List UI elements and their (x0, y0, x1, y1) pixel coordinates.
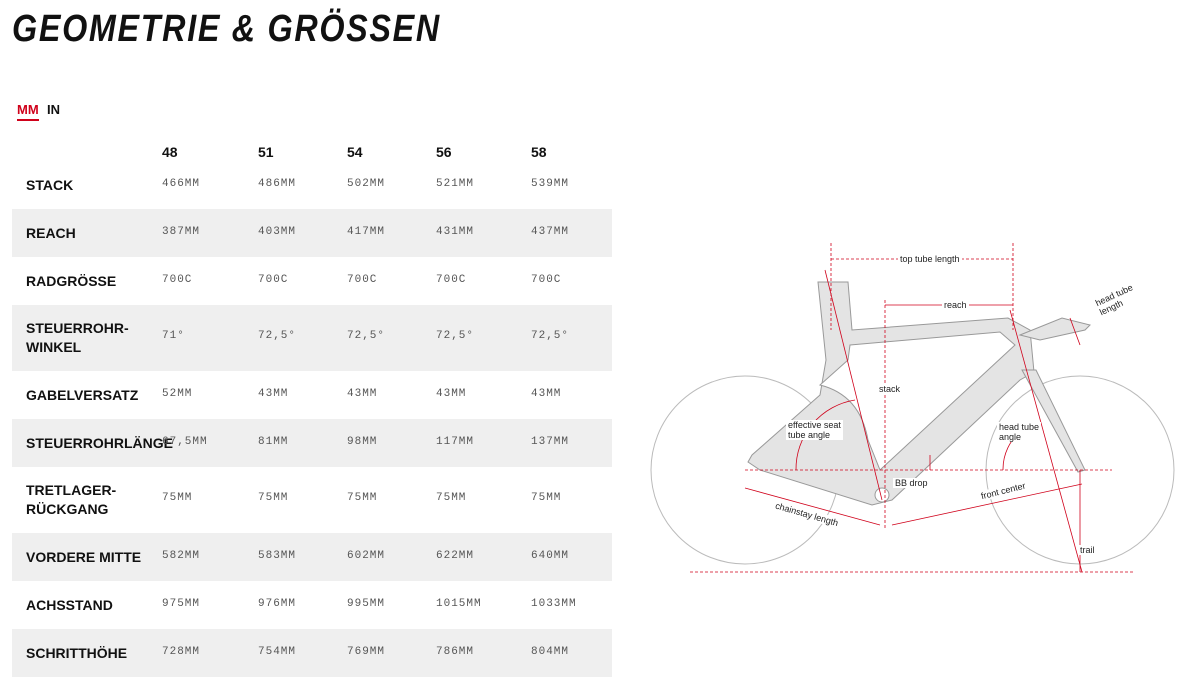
cell-value: 387MM (162, 226, 201, 238)
cell-value: 995MM (347, 598, 386, 610)
cell-value: 417MM (347, 226, 386, 238)
cell-value: 728MM (162, 646, 201, 658)
cell-value: 43MM (531, 388, 562, 400)
cell-value: 75MM (258, 492, 289, 504)
cell-value: 72,5° (436, 330, 475, 342)
row-label: GABELVERSATZ (26, 387, 139, 403)
diagram-label: trail (1078, 545, 1097, 555)
cell-value: 700C (531, 274, 562, 286)
cell-value: 700C (347, 274, 378, 286)
row-label: ACHSSTAND (26, 597, 113, 613)
cell-value: 769MM (347, 646, 386, 658)
cell-value: 622MM (436, 550, 475, 562)
diagram-label: reach (942, 300, 969, 310)
cell-value: 52MM (162, 388, 193, 400)
row-label: VORDERE MITTE (26, 549, 142, 565)
header-row: 48 51 54 56 58 (12, 138, 612, 161)
cell-value: 75MM (162, 492, 193, 504)
cell-value: 75MM (531, 492, 562, 504)
cell-value: 1015MM (436, 598, 482, 610)
column-header: 56 (436, 144, 452, 160)
cell-value: 75MM (436, 492, 467, 504)
diagram-label: top tube length (898, 254, 962, 264)
cell-value: 43MM (436, 388, 467, 400)
cell-value: 137MM (531, 436, 570, 448)
diagram-label: chainstay length (772, 500, 842, 529)
cell-value: 43MM (258, 388, 289, 400)
table-row: STACK 466MM 486MM 502MM 521MM 539MM (12, 161, 612, 209)
cell-value: 1033MM (531, 598, 577, 610)
unit-toggle[interactable]: IN (47, 102, 60, 117)
cell-value: 466MM (162, 178, 201, 190)
row-label: SCHRITTHÖHE (26, 645, 128, 661)
row-label: STEUERROHR- WINKEL (26, 320, 129, 355)
diagram-label: head tube length (1092, 281, 1141, 319)
cell-value: 98MM (347, 436, 378, 448)
cell-value: 72,5° (347, 330, 386, 342)
cell-value: 431MM (436, 226, 475, 238)
cell-value: 582MM (162, 550, 201, 562)
geometry-table: 48 51 54 56 58 STACK 466MM 486MM 502MM 521MM 539MM… (12, 138, 612, 677)
cell-value: 72,5° (258, 330, 297, 342)
cell-value: 437MM (531, 226, 570, 238)
cell-value: 602MM (347, 550, 386, 562)
cell-value: 502MM (347, 178, 386, 190)
cell-value: 72,5° (531, 330, 570, 342)
table-row: STEUERROHR- WINKEL 71° 72,5° 72,5° 72,5° 72,5… (12, 305, 612, 371)
table-row: VORDERE MITTE 582MM 583MM 602MM 622MM 640MM (12, 533, 612, 581)
cell-value: 486MM (258, 178, 297, 190)
row-label: TRETLAGER- RÜCKGANG (26, 482, 117, 517)
diagram-label: head tube angle (997, 422, 1042, 442)
cell-value: 976MM (258, 598, 297, 610)
diagram-label: front center (978, 480, 1029, 502)
column-header: 58 (531, 144, 547, 160)
cell-value: 700C (162, 274, 193, 286)
cell-value: 754MM (258, 646, 297, 658)
cell-value: 640MM (531, 550, 570, 562)
diagram-label: BB drop (893, 478, 930, 488)
cell-value: 539MM (531, 178, 570, 190)
cell-value: 700C (436, 274, 467, 286)
table-row: ACHSSTAND 975MM 976MM 995MM 1015MM 1033MM (12, 581, 612, 629)
cell-value: 786MM (436, 646, 475, 658)
table-row: TRETLAGER- RÜCKGANG 75MM 75MM 75MM 75MM 75MM (12, 467, 612, 533)
diagram-label: effective seat tube angle (786, 420, 843, 440)
cell-value: 67,5MM (162, 436, 208, 448)
unit-toggle[interactable]: MM (17, 102, 39, 121)
row-label: RADGRÖSSE (26, 273, 117, 289)
table-row: SCHRITTHÖHE 728MM 754MM 769MM 786MM 804MM (12, 629, 612, 677)
cell-value: 71° (162, 330, 185, 342)
page-title: GEOMETRIE & GRÖSSEN (12, 8, 441, 50)
cell-value: 700C (258, 274, 289, 286)
cell-value: 975MM (162, 598, 201, 610)
table-row: STEUERROHRLÄNGE 67,5MM 81MM 98MM 117MM 137MM (12, 419, 612, 467)
row-label: STEUERROHRLÄNGE (26, 435, 174, 451)
column-header: 51 (258, 144, 274, 160)
table-row: RADGRÖSSE 700C 700C 700C 700C 700C (12, 257, 612, 305)
column-header: 54 (347, 144, 363, 160)
cell-value: 81MM (258, 436, 289, 448)
row-label: REACH (26, 225, 76, 241)
diagram-label: stack (877, 384, 903, 394)
cell-value: 75MM (347, 492, 378, 504)
cell-value: 583MM (258, 550, 297, 562)
table-row: GABELVERSATZ 52MM 43MM 43MM 43MM 43MM (12, 371, 612, 419)
cell-value: 43MM (347, 388, 378, 400)
row-label: STACK (26, 177, 74, 193)
column-header: 48 (162, 144, 178, 160)
cell-value: 804MM (531, 646, 570, 658)
cell-value: 521MM (436, 178, 475, 190)
cell-value: 403MM (258, 226, 297, 238)
cell-value: 117MM (436, 436, 475, 448)
table-row: REACH 387MM 403MM 417MM 431MM 437MM (12, 209, 612, 257)
